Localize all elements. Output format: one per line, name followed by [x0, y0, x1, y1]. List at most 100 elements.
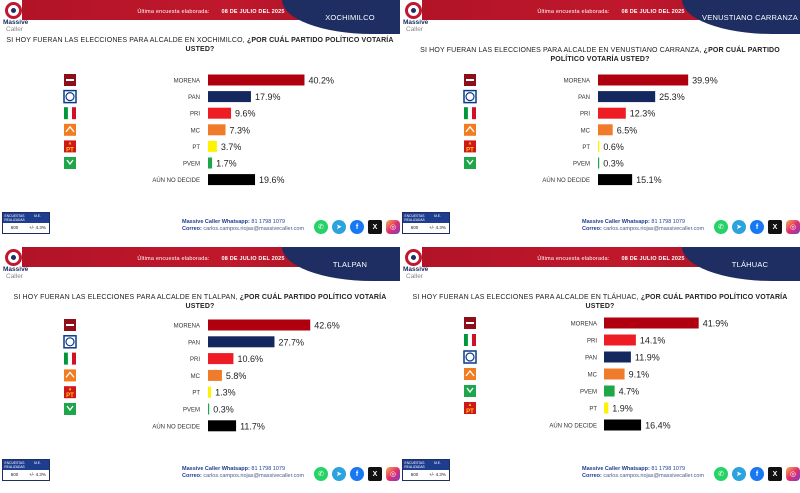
whatsapp-icon[interactable]: ✆ [714, 220, 728, 234]
contact-info: Massive Caller Whatsapp: 81 1798 1079 Cor… [182, 219, 305, 232]
survey-date-label: Última encuesta elaborada: [137, 256, 210, 262]
poll-question: SI HOY FUERAN LAS ELECCIONES PARA ALCALD… [6, 37, 394, 53]
value-label: 41.9% [703, 319, 729, 329]
value-label: 15.1% [636, 175, 662, 185]
telegram-icon[interactable]: ➤ [732, 467, 746, 481]
svg-text:PT: PT [466, 147, 474, 153]
category-label: PAN [585, 356, 597, 362]
pri-logo-icon [64, 107, 76, 120]
value-label: 25.3% [659, 92, 685, 102]
bar [604, 385, 615, 397]
category-label: AÚN NO DECIDE [542, 177, 590, 184]
bar [604, 402, 609, 414]
bar [604, 351, 631, 363]
value-label: 17.9% [255, 92, 281, 102]
pan-logo-icon [63, 89, 77, 104]
whatsapp-icon[interactable]: ✆ [314, 467, 328, 481]
massive-caller-logo: Massive Caller [3, 249, 29, 283]
x-icon[interactable]: X [368, 220, 382, 234]
pt-logo-icon: PT [464, 402, 476, 415]
facebook-icon[interactable]: f [750, 220, 764, 234]
bar [598, 174, 633, 186]
category-label: PRI [190, 357, 200, 363]
category-label: MC [191, 128, 201, 134]
value-label: 40.2% [308, 76, 334, 86]
svg-text:PT: PT [66, 393, 74, 399]
category-label: AÚN NO DECIDE [152, 177, 200, 184]
pvem-logo-icon [464, 157, 476, 169]
x-icon[interactable]: X [768, 467, 782, 481]
bar-chart: MORENA 41.9% PRI 14.1% PAN 11.9% MC 9.1% PVEM 4.7… [463, 317, 729, 431]
category-label: AÚN NO DECIDE [152, 423, 200, 430]
bar [208, 91, 251, 103]
survey-date: 08 DE JULIO DEL 2025 [621, 9, 685, 15]
instagram-icon[interactable]: ◎ [786, 220, 800, 234]
bar [598, 157, 600, 169]
telegram-icon[interactable]: ➤ [332, 467, 346, 481]
contact-info: Massive Caller Whatsapp: 81 1798 1079 Cor… [582, 219, 705, 232]
x-icon[interactable]: X [768, 220, 782, 234]
bar [208, 174, 256, 186]
facebook-icon[interactable]: f [750, 467, 764, 481]
bar [604, 317, 699, 329]
survey-date-label: Última encuesta elaborada: [137, 9, 210, 15]
poll-panel-tlahuac: Última encuesta elaborada: 08 DE JULIO DE… [400, 247, 800, 493]
contact-info: Massive Caller Whatsapp: 81 1798 1079 Cor… [582, 466, 705, 479]
bar [208, 319, 311, 331]
sample-box: ENCUESTAS REALIZADAS M.E. 600 +/- 4.3% [402, 212, 450, 234]
category-label: PRI [190, 112, 200, 118]
pri-logo-icon [464, 333, 476, 347]
value-label: 9.1% [629, 370, 650, 380]
category-label: PT [582, 145, 590, 151]
category-label: MC [191, 374, 201, 380]
mc-logo-icon [64, 369, 76, 382]
value-label: 1.9% [612, 404, 633, 414]
bar [598, 124, 613, 136]
category-label: PT [192, 145, 200, 151]
whatsapp-icon[interactable]: ✆ [314, 220, 328, 234]
municipality-title: VENUSTIANO CARRANZA [702, 12, 798, 22]
telegram-icon[interactable]: ➤ [332, 220, 346, 234]
instagram-icon[interactable]: ◎ [786, 467, 800, 481]
poll-question: SI HOY FUERAN LAS ELECCIONES PARA ALCALD… [420, 47, 780, 63]
value-label: 9.6% [235, 109, 256, 119]
category-label: MORENA [564, 79, 590, 85]
category-label: MC [588, 373, 598, 379]
bar [208, 369, 222, 381]
municipality-title: XOCHIMILCO [325, 12, 375, 22]
morena-logo-icon [464, 74, 476, 86]
value-label: 42.6% [314, 321, 340, 331]
survey-date: 08 DE JULIO DEL 2025 [221, 9, 285, 15]
whatsapp-icon[interactable]: ✆ [714, 467, 728, 481]
value-label: 11.9% [635, 353, 660, 363]
instagram-icon[interactable]: ◎ [386, 220, 400, 234]
category-label: PAN [188, 95, 200, 101]
value-label: 4.7% [619, 387, 640, 397]
category-label: PVEM [183, 162, 200, 168]
value-label: 0.3% [603, 159, 624, 169]
pri-logo-icon [464, 107, 476, 120]
pan-logo-icon [463, 89, 477, 104]
bar [604, 368, 625, 380]
instagram-icon[interactable]: ◎ [386, 467, 400, 481]
x-icon[interactable]: X [368, 467, 382, 481]
poll-panel-venustiano-carranza: Última encuesta elaborada: 08 DE JULIO DE… [400, 0, 800, 246]
category-label: PRI [587, 339, 597, 345]
value-label: 10.6% [237, 354, 263, 364]
value-label: 1.7% [216, 159, 237, 169]
category-label: PVEM [573, 162, 590, 168]
value-label: 11.7% [240, 421, 265, 431]
value-label: 27.7% [278, 337, 304, 347]
social-icons: ✆ ➤ f X ◎ [314, 220, 400, 234]
facebook-icon[interactable]: f [350, 220, 364, 234]
pri-logo-icon [64, 352, 76, 365]
bar-chart: MORENA 42.6% PAN 27.7% PRI 10.6% MC 5.8% PT PT 1.3… [63, 319, 340, 432]
municipality-title: TLALPAN [332, 259, 368, 269]
bar [208, 74, 305, 86]
value-label: 6.5% [617, 125, 638, 135]
value-label: 39.9% [692, 76, 718, 86]
bar-chart: MORENA 39.9% PAN 25.3% PRI 12.3% MC 6.5% PT PT 0.6… [463, 74, 718, 186]
value-label: 3.7% [221, 142, 242, 152]
facebook-icon[interactable]: f [350, 467, 364, 481]
telegram-icon[interactable]: ➤ [732, 220, 746, 234]
